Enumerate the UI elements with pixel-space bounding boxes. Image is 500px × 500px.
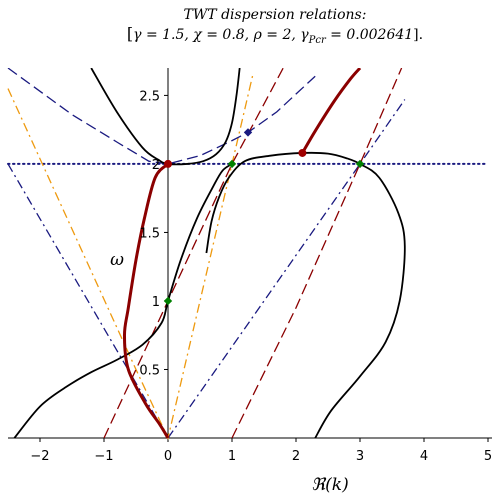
series-line-dashdot-navy-1 (7, 163, 169, 439)
y-tick-label: 1 (152, 295, 160, 310)
y-axis-label: ω (110, 250, 124, 270)
x-tick-label: 5 (484, 449, 492, 464)
point-marker-diamond-4 (163, 296, 173, 306)
subtitle-close-bracket: ]. (413, 27, 423, 43)
series-line-dashed-navy-6 (7, 68, 316, 165)
x-tick-label: 4 (420, 449, 428, 464)
chart-subtitle: [γ = 1.5, χ = 0.8, ρ = 2, γPcr = 0.00264… (127, 24, 423, 46)
tick-labels: −2 −1 0 1 2 3 4 5 0.5 1 1.5 2 2.5 (30, 89, 492, 464)
subtitle-subscript: Pcr (308, 35, 327, 46)
point-marker-diamond-5 (243, 128, 253, 137)
y-tick-label: 2.5 (139, 89, 160, 104)
x-tick-label: 2 (292, 449, 300, 464)
series-line-solid-black-8 (13, 163, 233, 439)
x-tick-label: 3 (356, 449, 364, 464)
point-marker-circle-0 (164, 159, 172, 168)
series-line-solid-black-9 (205, 151, 406, 439)
y-tick-label: 0.5 (139, 363, 160, 378)
x-tick-label: 1 (228, 449, 236, 464)
point-marker-circle-1 (298, 148, 307, 157)
series-line-dashdot-navy-2 (167, 99, 406, 439)
series-line-solid-darkred-11 (301, 68, 362, 154)
series-line-solid-black-7 (90, 68, 241, 166)
point-marker-diamond-3 (355, 159, 365, 169)
subtitle-main: γ = 1.5, χ = 0.8, ρ = 2, γ (133, 27, 309, 43)
x-tick-label: −1 (94, 449, 113, 464)
y-tick-label: 2 (152, 158, 160, 173)
y-tick-label: 1.5 (139, 226, 160, 241)
subtitle-tail: = 0.002641 (326, 27, 413, 43)
markers (163, 128, 365, 306)
chart-title: TWT dispersion relations: (184, 7, 367, 23)
axes (8, 68, 492, 442)
x-axis-label: ℜ(k) (311, 475, 348, 495)
subtitle-open-bracket: [ (127, 24, 133, 43)
x-tick-label: −2 (30, 449, 49, 464)
point-marker-diamond-2 (227, 159, 237, 169)
series-line-dashed-darkred-4 (103, 68, 284, 439)
curves (7, 68, 489, 440)
series-line-dashdot-orange-3 (7, 73, 254, 440)
x-tick-label: 0 (164, 449, 172, 464)
series-line-dashed-darkred-5 (231, 68, 403, 439)
series-line-solid-darkred-10 (122, 162, 170, 439)
